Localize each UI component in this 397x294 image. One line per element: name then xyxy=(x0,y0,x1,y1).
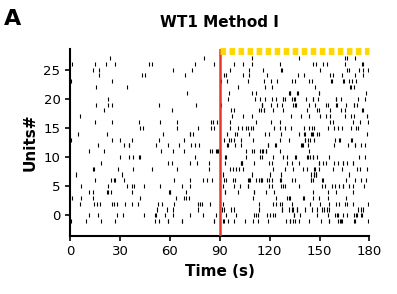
Y-axis label: Units#: Units# xyxy=(23,114,38,171)
Title: WT1 Method I: WT1 Method I xyxy=(160,15,279,30)
X-axis label: Time (s): Time (s) xyxy=(185,264,255,279)
Text: A: A xyxy=(4,9,21,29)
